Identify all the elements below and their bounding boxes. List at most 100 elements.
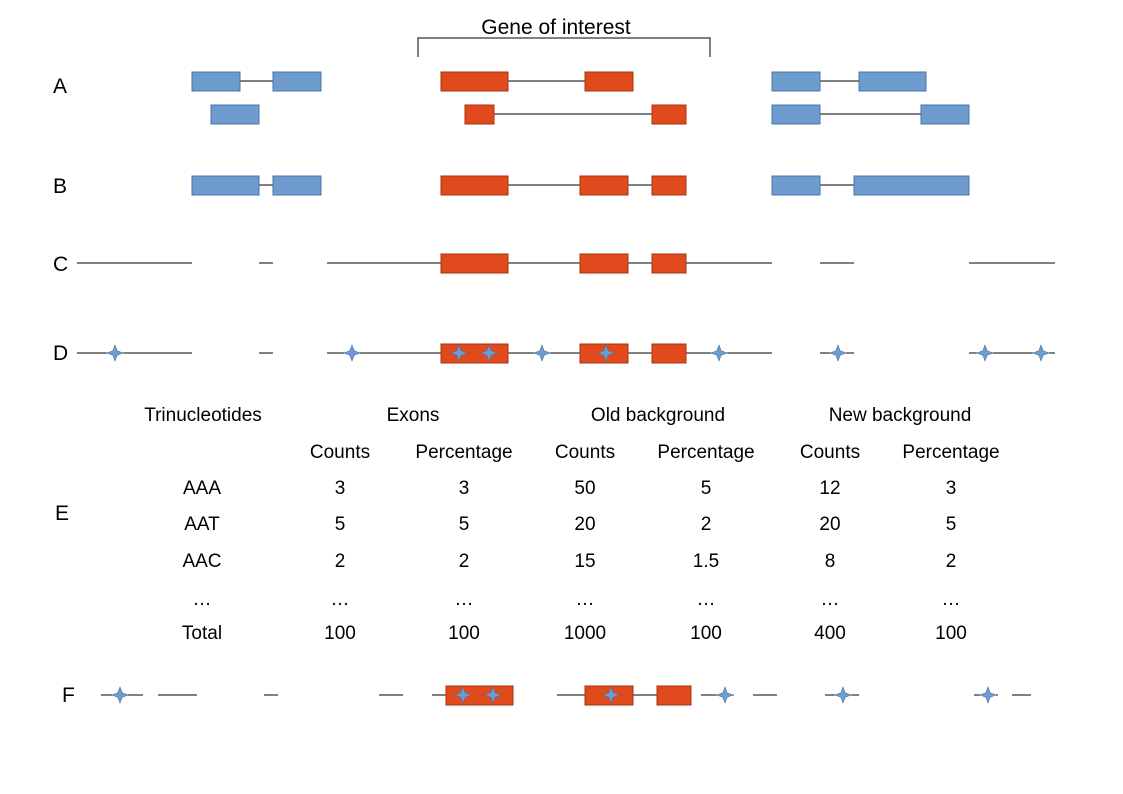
- mutation-star-icon: [450, 344, 468, 362]
- row-f-mutations: [101, 685, 1031, 706]
- mutation-star-icon: [979, 686, 997, 704]
- table-cell: AAT: [184, 514, 220, 535]
- header-exons: Exons: [387, 405, 440, 426]
- row-label-c: C: [53, 253, 68, 276]
- mutation-star-icon: [710, 344, 728, 362]
- row-a-transcripts: [191, 71, 970, 125]
- mutation-star-icon: [829, 344, 847, 362]
- table-cell: 5: [459, 514, 470, 535]
- exon-gene: [651, 175, 687, 196]
- mutation-star-icon: [1032, 344, 1050, 362]
- exon-blue: [853, 175, 970, 196]
- mutation-star-icon: [454, 686, 472, 704]
- exon-gene: [440, 343, 509, 364]
- table-cell: …: [193, 589, 212, 610]
- table-cell: 15: [574, 551, 595, 572]
- row-label-f: F: [62, 684, 75, 707]
- row-label-d: D: [53, 342, 68, 365]
- table-cell: 2: [335, 551, 346, 572]
- row-b-merged: [191, 175, 970, 196]
- mutation-star-icon: [834, 686, 852, 704]
- exon-gene: [651, 253, 687, 274]
- exon-gene: [651, 343, 687, 364]
- exon-gene: [579, 253, 629, 274]
- subheader-counts: Counts: [555, 442, 615, 463]
- exon-gene: [579, 175, 629, 196]
- exon-blue: [272, 175, 322, 196]
- exon-blue: [771, 104, 821, 125]
- table-cell: 3: [459, 478, 470, 499]
- subheader-percentage: Percentage: [415, 442, 512, 463]
- gene-title: Gene of interest: [481, 16, 631, 39]
- exon-gene: [584, 71, 634, 92]
- table-cell: AAA: [183, 478, 221, 499]
- table-cell: 100: [448, 623, 480, 644]
- table-cell: 2: [701, 514, 712, 535]
- mutation-star-icon: [976, 344, 994, 362]
- table-cell: 400: [814, 623, 846, 644]
- mutation-star-icon: [602, 686, 620, 704]
- table-cell: 100: [935, 623, 967, 644]
- gene-bracket: [417, 37, 711, 57]
- subheader-counts: Counts: [310, 442, 370, 463]
- table-cell: 3: [335, 478, 346, 499]
- header-new-background: New background: [829, 405, 972, 426]
- exon-gene: [440, 71, 509, 92]
- table-cell: 8: [825, 551, 836, 572]
- exon-gene: [440, 253, 509, 274]
- counts-table: Trinucleotides Exons Old background New …: [144, 405, 999, 644]
- subheader-percentage: Percentage: [657, 442, 754, 463]
- table-cell: 1.5: [693, 551, 719, 572]
- table-cell: Total: [182, 623, 222, 644]
- exon-blue: [191, 175, 260, 196]
- exon-blue: [920, 104, 970, 125]
- table-cell: 2: [459, 551, 470, 572]
- row-c-background: [77, 253, 1055, 274]
- table-cell: …: [331, 589, 350, 610]
- subheader-counts: Counts: [800, 442, 860, 463]
- exon-blue: [858, 71, 927, 92]
- exon-blue: [191, 71, 241, 92]
- table-cell: 50: [574, 478, 595, 499]
- mutation-star-icon: [480, 344, 498, 362]
- table-cell: 5: [701, 478, 712, 499]
- subheader-percentage: Percentage: [902, 442, 999, 463]
- table-cell: 1000: [564, 623, 606, 644]
- header-old-background: Old background: [591, 405, 725, 426]
- row-label-b: B: [53, 175, 67, 198]
- table-cell: …: [576, 589, 595, 610]
- mutation-star-icon: [597, 344, 615, 362]
- table-cell: …: [821, 589, 840, 610]
- header-trinucleotides: Trinucleotides: [144, 405, 262, 426]
- table-cell: …: [455, 589, 474, 610]
- table-cell: 20: [574, 514, 595, 535]
- exon-blue: [210, 104, 260, 125]
- exon-blue: [771, 71, 821, 92]
- table-cell: 5: [946, 514, 957, 535]
- table-cell: AAC: [182, 551, 221, 572]
- row-label-e: E: [55, 502, 69, 525]
- table-cell: 5: [335, 514, 346, 535]
- mutation-star-icon: [533, 344, 551, 362]
- table-cell: 2: [946, 551, 957, 572]
- exon-gene: [464, 104, 495, 125]
- table-cell: 3: [946, 478, 957, 499]
- exon-gene: [440, 175, 509, 196]
- mutation-star-icon: [111, 686, 129, 704]
- mutation-star-icon: [106, 344, 124, 362]
- mutation-star-icon: [343, 344, 361, 362]
- row-d-mutations: [77, 343, 1055, 364]
- table-cell: …: [942, 589, 961, 610]
- exon-gene: [651, 104, 687, 125]
- exon-blue: [272, 71, 322, 92]
- exon-gene: [656, 685, 692, 706]
- table-cell: 12: [819, 478, 840, 499]
- mutation-star-icon: [716, 686, 734, 704]
- row-label-a: A: [53, 75, 67, 98]
- mutation-star-icon: [484, 686, 502, 704]
- table-cell: 100: [324, 623, 356, 644]
- table-cell: 100: [690, 623, 722, 644]
- table-cell: …: [697, 589, 716, 610]
- table-cell: 20: [819, 514, 840, 535]
